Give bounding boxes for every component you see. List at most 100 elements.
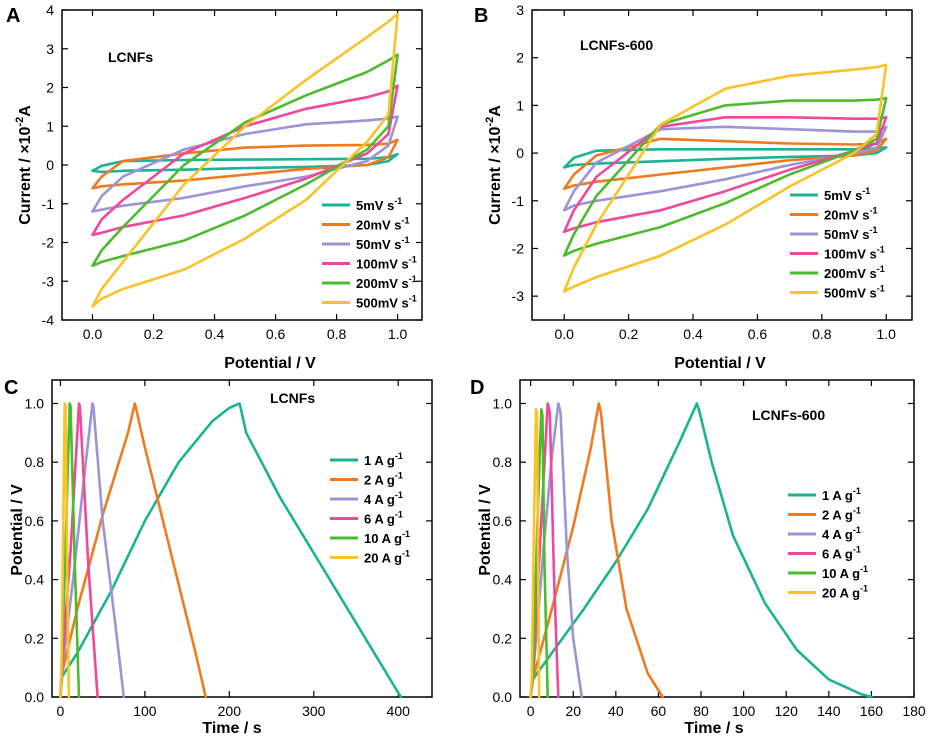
y-tick-label: 1	[46, 118, 54, 134]
series-line-c-6	[59, 402, 71, 699]
x-tick-label: 100	[732, 703, 756, 719]
legend-label: 5mV s-1	[824, 186, 870, 203]
series-line-c-2	[59, 402, 207, 699]
y-tick-label: 0	[516, 145, 524, 161]
y-tick-label: 3	[46, 41, 54, 57]
legend-label: 5mV s-1	[356, 196, 402, 213]
x-tick-label: 40	[608, 703, 624, 719]
y-tick-label: -3	[42, 273, 55, 289]
x-tick-label: 0.4	[205, 326, 225, 342]
plot-frame-b	[531, 9, 913, 321]
panel-letter-b: B	[474, 5, 488, 27]
x-tick-label: 120	[775, 703, 799, 719]
legend-label-sup: -1	[877, 264, 885, 274]
legend-label: 4 A g-1	[822, 525, 861, 542]
y-axis-title-unit: A	[487, 105, 504, 117]
series-line-a-4	[91, 84, 399, 237]
y-tick-label: 2	[46, 80, 54, 96]
legend-label-sup: -1	[877, 284, 885, 294]
y-tick-label: 0.0	[25, 689, 45, 705]
x-tick-label: 180	[902, 703, 926, 719]
series-line-c-1	[59, 402, 403, 699]
legend-label-sup: -1	[877, 245, 885, 255]
x-tick-label: 0.2	[619, 326, 639, 342]
legend-label: 500mV s-1	[824, 284, 885, 301]
y-tick-label: 0.6	[25, 513, 45, 529]
y-axis-title-d: Potential / V	[477, 484, 494, 576]
x-axis-title-b: Potential / V	[674, 355, 766, 372]
series-line-a-5	[91, 53, 399, 268]
legend-label: 4 A g-1	[364, 490, 403, 507]
y-tick-label: 0	[46, 157, 54, 173]
legend-label-sup: -1	[853, 545, 861, 555]
legend-label: 20mV s-1	[824, 206, 878, 223]
legend-label: 20 A g-1	[364, 549, 410, 566]
x-tick-label: 0.8	[327, 326, 347, 342]
y-tick-label: 0.8	[25, 454, 45, 470]
legend-label-sup: -1	[862, 186, 870, 196]
legend-label-sup: -1	[409, 294, 417, 304]
y-axis-title-exp: -2	[14, 117, 26, 127]
y-tick-label: 0.4	[493, 572, 513, 588]
legend-label: 2 A g-1	[822, 506, 861, 523]
sample-annotation-a: LCNFs	[108, 49, 153, 65]
legend-label-sup: -1	[402, 529, 410, 539]
y-tick-label: -2	[512, 240, 525, 256]
legend-label-sup: -1	[853, 486, 861, 496]
x-tick-label: 0	[527, 703, 535, 719]
y-tick-label: 0.0	[493, 689, 513, 705]
sample-annotation-d: LCNFs-600	[752, 407, 825, 423]
series-line-b-6	[562, 63, 888, 293]
legend-label-sup: -1	[870, 225, 878, 235]
x-tick-label: 60	[651, 703, 667, 719]
series-line-d-6	[529, 408, 541, 699]
x-tick-label: 1.0	[388, 326, 408, 342]
legend-label: 6 A g-1	[364, 510, 403, 527]
x-axis-title-d: Time / s	[684, 720, 743, 737]
series-line-a-6	[91, 12, 399, 308]
x-tick-label: 0.0	[83, 326, 103, 342]
legend-label: 20mV s-1	[356, 216, 410, 233]
legend-label-sup: -1	[870, 206, 878, 216]
y-tick-label: 1.0	[25, 395, 45, 411]
y-tick-label: 0.2	[493, 630, 513, 646]
y-tick-label: 0.2	[25, 630, 45, 646]
x-tick-label: 100	[133, 703, 157, 719]
legend-label-sup: -1	[409, 274, 417, 284]
legend-label-sup: -1	[394, 196, 402, 206]
series-line-c-3	[59, 402, 126, 699]
legend-label: 1 A g-1	[364, 451, 403, 468]
x-tick-label: 0.0	[554, 326, 574, 342]
x-tick-label: 0.8	[812, 326, 832, 342]
legend-label: 10 A g-1	[364, 529, 410, 546]
legend-label: 200mV s-1	[824, 264, 885, 281]
legend-label: 100mV s-1	[356, 255, 417, 272]
legend-label: 50mV s-1	[824, 225, 878, 242]
series-line-b-3	[562, 125, 888, 212]
x-tick-label: 160	[860, 703, 884, 719]
panel-letter-d: D	[470, 377, 484, 399]
panel-a: 0.0 0.2 0.4 0.6 0.8 1.0 -4 -3 -2 -1 0 1 2 3 4 5mV s-1 20…	[14, 2, 423, 372]
x-tick-label: 0.6	[266, 326, 286, 342]
legend-label: 100mV s-1	[824, 245, 885, 262]
y-tick-label: -1	[512, 193, 525, 209]
legend-label-sup: -1	[395, 451, 403, 461]
series-line-a-3	[91, 115, 399, 213]
y-tick-label: 2	[516, 50, 524, 66]
y-axis-title-b: Current / ×10-2A	[484, 105, 504, 225]
y-axis-title-c: Potential / V	[9, 484, 26, 576]
legend-label: 50mV s-1	[356, 235, 410, 252]
panel-letter-c: C	[4, 377, 18, 399]
legend-label: 500mV s-1	[356, 294, 417, 311]
x-tick-label: 400	[387, 703, 411, 719]
y-tick-label: 3	[516, 2, 524, 18]
y-axis-title-a: Current / ×10-2A	[14, 105, 34, 225]
legend-label-sup: -1	[395, 510, 403, 520]
y-axis-title-unit: A	[17, 105, 34, 117]
x-tick-label: 20	[565, 703, 581, 719]
legend-label-sup: -1	[402, 216, 410, 226]
panel-d: 0 20 40 60 80 100 120 140 160 180 0.0 0.2 0.4 0.6 0.8 1…	[477, 379, 926, 737]
y-tick-label: 0.4	[25, 572, 45, 588]
x-axis-title-a: Potential / V	[224, 355, 316, 372]
